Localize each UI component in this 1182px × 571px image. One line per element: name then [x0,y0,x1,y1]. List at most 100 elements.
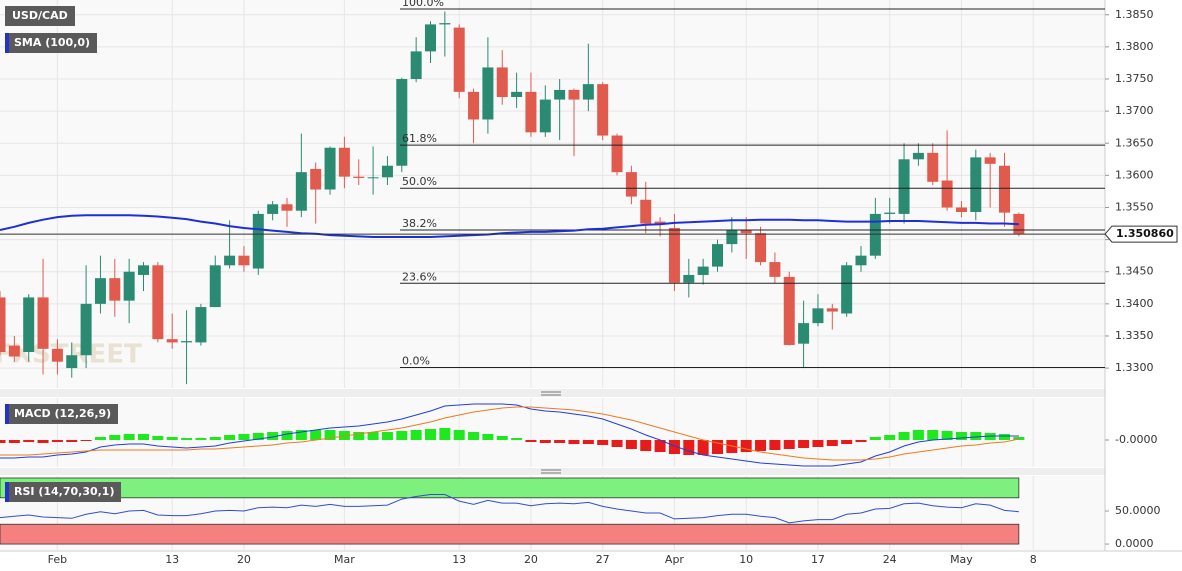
y-tick-label: 1.3400 [1115,297,1154,310]
y-tick-label: 1.3750 [1115,72,1154,85]
candle-body [338,147,350,177]
candle-body [568,89,580,100]
candle-body [195,307,207,343]
x-tick-label: 20 [524,553,538,566]
last-price-label: 1.350860 [1116,227,1174,240]
macd-bar [138,434,149,440]
macd-bar [554,440,566,443]
panel-divider[interactable] [0,389,1105,397]
candle-body [783,276,795,345]
panel-divider[interactable] [0,468,1105,475]
x-tick-label: 27 [596,553,610,566]
candle-body [539,99,551,133]
candle-body [310,168,322,190]
candle-body [51,348,63,362]
candle-body [396,79,408,166]
macd-bar [597,440,609,445]
candle-body [37,297,49,349]
candles [0,11,1025,385]
candle-body [970,157,982,212]
candle-body [984,157,996,164]
x-tick-label: Mar [334,553,355,566]
y-tick-label: 1.3600 [1115,168,1154,181]
y-tick-label: -0.0000 [1115,433,1157,446]
macd-bar [640,440,652,451]
candle-body [381,165,393,178]
macd-bar [496,436,508,440]
macd-bar [267,432,279,440]
candle-body [166,339,178,343]
candle-body [23,297,35,353]
candle-body [138,265,149,275]
macd-bar [252,433,264,440]
candle-body [66,355,78,369]
x-tick-label: 8 [1030,553,1037,566]
macd-bar [152,436,164,440]
fib-label: 61.8% [402,132,437,145]
macd-bar [224,435,236,440]
macd-bar [482,434,494,440]
macd-bar [912,430,924,440]
fib-label: 50.0% [402,175,437,188]
macd-bar [410,430,422,440]
macd-bar [539,440,551,443]
candle-body [611,135,623,173]
x-tick-label: 17 [811,553,825,566]
macd-bar [310,430,322,440]
macd-bar [1013,437,1025,440]
candle-body [769,262,781,277]
macd-bar [66,440,78,442]
macd-bar [683,440,695,455]
candle-body [353,176,365,178]
candle-body [439,23,451,25]
macd-bar [855,440,867,442]
candle-body [425,24,436,52]
macd-bar [80,440,92,441]
candle-body [812,308,824,324]
y-tick-label: 1.3450 [1115,265,1154,278]
y-tick-label: 1.3650 [1115,136,1154,149]
indicator-label[interactable]: SMA (100,0) [5,33,98,53]
candle-body [712,244,723,267]
candle-body [597,84,609,136]
indicator-label[interactable]: MACD (12,26,9) [5,404,119,424]
candle-body [496,67,508,97]
x-tick-label: 20 [237,553,251,566]
rsi-line [0,494,1019,524]
candle-body [999,165,1010,213]
candle-body [367,177,379,179]
candle-body [941,180,953,208]
macd-bar [511,438,523,440]
candle-body [324,147,336,190]
macd-bar [525,440,537,442]
candle-body [697,266,709,275]
macd-bar [884,435,896,440]
x-tick-label: 13 [452,553,466,566]
candle-body [511,91,523,97]
macd-bar [295,430,307,440]
x-tick-label: 13 [165,553,179,566]
candle-body [453,27,465,92]
candle-body [898,159,910,214]
sma-line [0,214,1019,238]
macd-bar [109,435,121,440]
macd-bar [755,440,767,451]
macd-bar [955,432,967,440]
candle-body [927,152,939,182]
macd-line [0,403,1019,467]
candle-body [826,308,838,312]
candle-body [224,255,236,266]
macd-bar [381,432,393,440]
candle-body [152,265,164,340]
candle-body [94,278,106,304]
candle-body [8,345,20,357]
candle-body [668,228,680,283]
macd-bar [281,431,293,440]
candle-body [238,255,250,266]
macd-bar [712,440,723,454]
indicator-label[interactable]: RSI (14,70,30,1) [5,482,122,502]
symbol-label[interactable]: USD/CAD [5,6,75,26]
macd-bar [582,440,594,444]
last-price-box [1104,225,1178,243]
macd-bar [51,440,63,442]
